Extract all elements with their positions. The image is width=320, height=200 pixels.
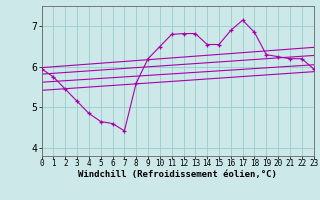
X-axis label: Windchill (Refroidissement éolien,°C): Windchill (Refroidissement éolien,°C)	[78, 170, 277, 179]
